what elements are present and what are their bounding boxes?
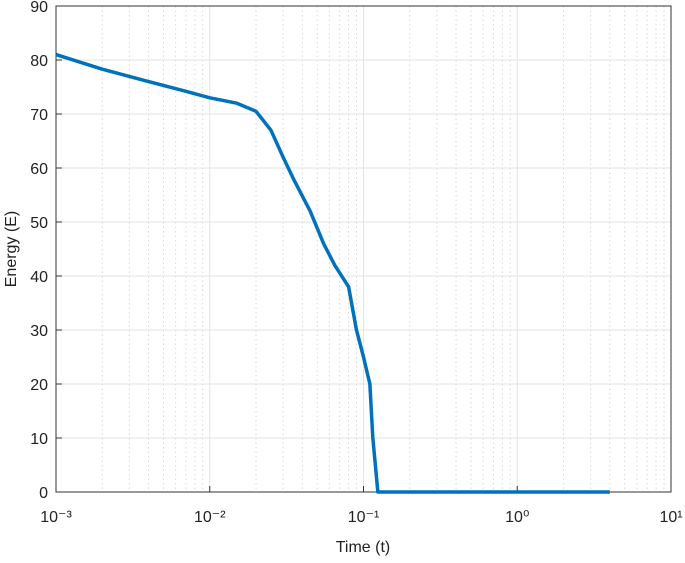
x-tick-label: 10⁰: [505, 509, 529, 526]
y-tick-label: 50: [30, 215, 48, 232]
axes-box: [55, 5, 672, 493]
y-tick-label: 0: [39, 485, 48, 502]
y-tick-label: 20: [30, 377, 48, 394]
y-tick-label: 60: [30, 161, 48, 178]
data-line: [55, 52, 610, 494]
y-tick-label: 10: [30, 431, 48, 448]
x-tick-label: 10⁻²: [194, 509, 226, 526]
x-tick-label: 10¹: [659, 509, 682, 526]
y-tick-label: 30: [30, 323, 48, 340]
y-tick-label: 90: [30, 0, 48, 16]
y-tick-label: 70: [30, 107, 48, 124]
x-tick-label: 10⁻¹: [348, 509, 380, 526]
x-axis-label: Time (t): [336, 539, 391, 556]
y-tick-label: 80: [30, 53, 48, 70]
x-tick-label: 10⁻³: [40, 509, 72, 526]
y-axis-label: Energy (E): [3, 211, 20, 287]
y-tick-label: 40: [30, 269, 48, 286]
